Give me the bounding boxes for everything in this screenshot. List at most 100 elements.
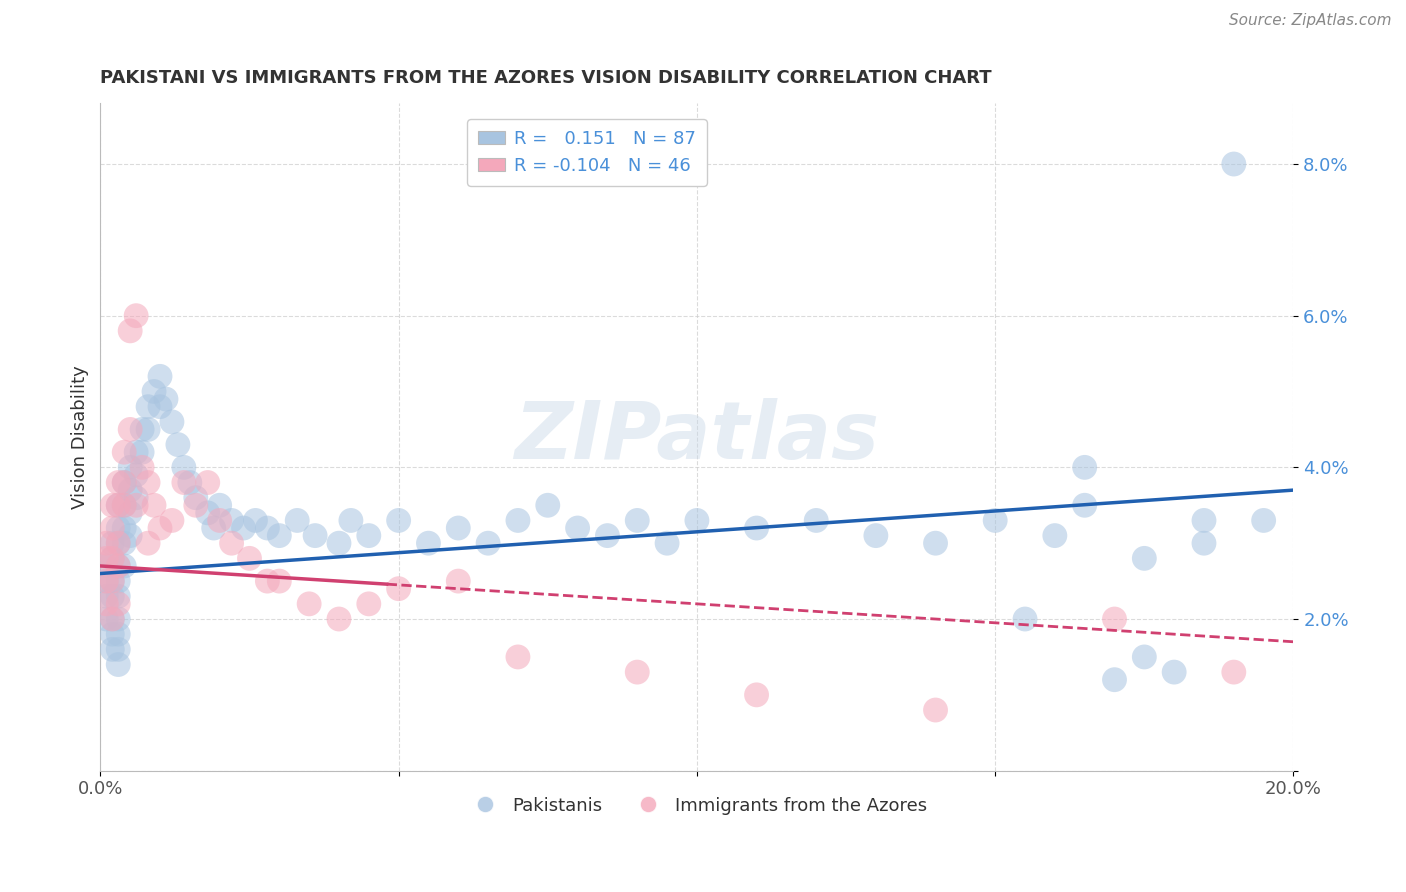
Point xyxy=(120,460,142,475)
Point xyxy=(120,506,142,520)
Point xyxy=(120,422,142,436)
Point xyxy=(125,445,148,459)
Point xyxy=(136,422,159,436)
Point xyxy=(101,536,124,550)
Point xyxy=(340,513,363,527)
Point xyxy=(806,513,828,527)
Point xyxy=(745,688,768,702)
Point xyxy=(245,513,267,527)
Point xyxy=(149,521,172,535)
Point xyxy=(1133,551,1156,566)
Point xyxy=(1223,665,1246,679)
Point xyxy=(686,513,709,527)
Point xyxy=(447,574,470,588)
Point xyxy=(626,665,648,679)
Point xyxy=(96,574,118,588)
Point xyxy=(1192,513,1215,527)
Point xyxy=(924,536,946,550)
Point xyxy=(197,506,219,520)
Point xyxy=(107,558,129,573)
Point xyxy=(112,475,135,490)
Point xyxy=(1192,536,1215,550)
Point xyxy=(107,521,129,535)
Point xyxy=(107,642,129,657)
Point xyxy=(167,437,190,451)
Point xyxy=(107,498,129,512)
Point xyxy=(101,589,124,603)
Point xyxy=(107,597,129,611)
Point xyxy=(107,536,129,550)
Point xyxy=(506,649,529,664)
Point xyxy=(149,369,172,384)
Legend: Pakistanis, Immigrants from the Azores: Pakistanis, Immigrants from the Azores xyxy=(460,789,934,822)
Point xyxy=(136,400,159,414)
Text: ZIPatlas: ZIPatlas xyxy=(515,398,879,476)
Point xyxy=(112,445,135,459)
Point xyxy=(208,498,231,512)
Point xyxy=(143,498,166,512)
Point xyxy=(101,551,124,566)
Point xyxy=(112,558,135,573)
Point xyxy=(131,460,153,475)
Point xyxy=(1014,612,1036,626)
Point xyxy=(1133,649,1156,664)
Point xyxy=(107,657,129,672)
Point xyxy=(101,551,124,566)
Point xyxy=(221,513,243,527)
Point xyxy=(160,415,183,429)
Point xyxy=(232,521,254,535)
Y-axis label: Vision Disability: Vision Disability xyxy=(72,365,89,509)
Point xyxy=(418,536,440,550)
Point xyxy=(101,627,124,641)
Point xyxy=(1073,498,1095,512)
Point xyxy=(238,551,260,566)
Point xyxy=(1073,460,1095,475)
Point xyxy=(112,498,135,512)
Point xyxy=(208,513,231,527)
Point xyxy=(328,612,350,626)
Point xyxy=(107,536,129,550)
Point xyxy=(96,597,118,611)
Point xyxy=(173,460,195,475)
Point xyxy=(96,551,118,566)
Point xyxy=(1253,513,1275,527)
Point xyxy=(596,528,619,542)
Point xyxy=(160,513,183,527)
Point xyxy=(125,498,148,512)
Point xyxy=(285,513,308,527)
Point xyxy=(197,475,219,490)
Point xyxy=(125,467,148,482)
Point xyxy=(120,483,142,497)
Point xyxy=(1043,528,1066,542)
Point xyxy=(96,589,118,603)
Point xyxy=(984,513,1007,527)
Point xyxy=(96,574,118,588)
Point xyxy=(101,642,124,657)
Point xyxy=(655,536,678,550)
Point xyxy=(745,521,768,535)
Point xyxy=(1223,157,1246,171)
Point xyxy=(112,536,135,550)
Point xyxy=(506,513,529,527)
Point xyxy=(1163,665,1185,679)
Point xyxy=(107,475,129,490)
Point xyxy=(107,498,129,512)
Point xyxy=(1104,673,1126,687)
Point xyxy=(388,513,411,527)
Point xyxy=(298,597,321,611)
Point xyxy=(107,558,129,573)
Point xyxy=(101,574,124,588)
Point xyxy=(136,536,159,550)
Point xyxy=(626,513,648,527)
Point xyxy=(131,445,153,459)
Point xyxy=(120,528,142,542)
Point xyxy=(865,528,887,542)
Point xyxy=(221,536,243,550)
Point xyxy=(101,521,124,535)
Point xyxy=(269,574,291,588)
Point xyxy=(477,536,499,550)
Point xyxy=(537,498,560,512)
Point xyxy=(107,574,129,588)
Point xyxy=(179,475,201,490)
Point xyxy=(112,475,135,490)
